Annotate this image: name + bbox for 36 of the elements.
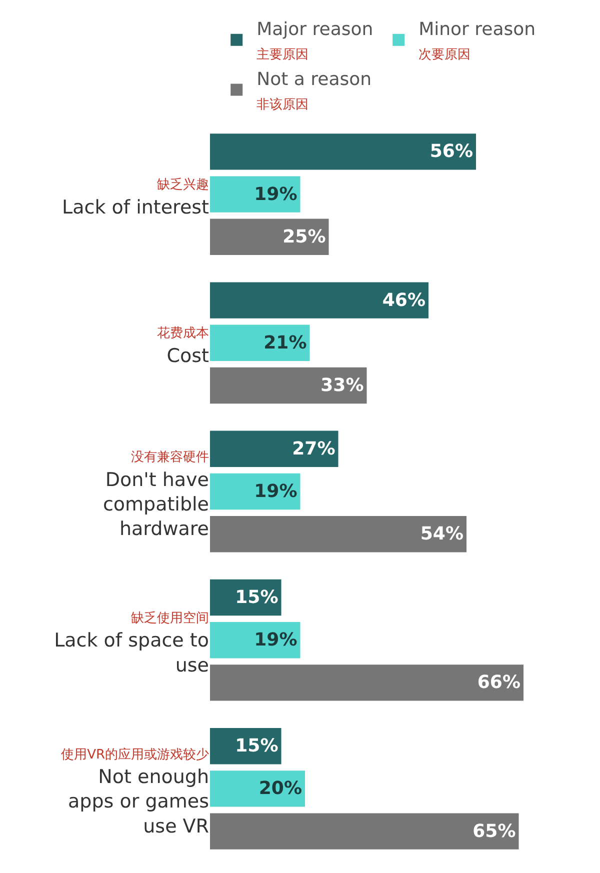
bar [210, 622, 300, 658]
y-tick-label: 使用VR的应用或游戏较少 Not enough apps or games use VR [61, 746, 209, 838]
y-tick-label: 缺乏兴趣 Lack of interest [62, 178, 209, 218]
data-label: 33% [320, 374, 364, 396]
y-tick-label: 没有兼容硬件 Don't have compatible hardware [102, 449, 209, 540]
data-label: 20% [258, 778, 302, 800]
bar [210, 516, 466, 552]
data-label: 56% [430, 141, 473, 162]
bar [210, 218, 329, 255]
bar [210, 770, 305, 807]
bar [210, 134, 476, 170]
data-label: 46% [382, 290, 426, 311]
y-tick-label: 缺乏使用空间 Lack of space to use [54, 611, 209, 676]
data-label: 19% [254, 481, 298, 502]
legend-label: Minor reason 次要原因 [418, 19, 536, 63]
legend-label: Major reason 主要原因 [256, 19, 374, 63]
legend-label: Not a reason 非该原因 [256, 69, 372, 112]
data-label: 66% [477, 672, 520, 694]
bar [210, 813, 519, 850]
bar [210, 430, 338, 468]
data-label: 19% [254, 184, 298, 205]
bar [210, 367, 367, 404]
bar [210, 324, 310, 361]
bar [210, 282, 428, 318]
data-label: 15% [235, 587, 278, 608]
data-label: 25% [282, 226, 326, 248]
bar [210, 176, 300, 212]
data-label: 19% [254, 630, 298, 651]
data-label: 27% [292, 438, 336, 460]
y-tick-label: 花费成本 Cost [157, 326, 209, 367]
bar [210, 473, 300, 510]
data-label: 15% [235, 736, 278, 757]
data-label: 54% [420, 524, 464, 545]
data-label: 21% [264, 332, 307, 354]
bar [210, 664, 524, 701]
data-label: 65% [472, 820, 516, 842]
